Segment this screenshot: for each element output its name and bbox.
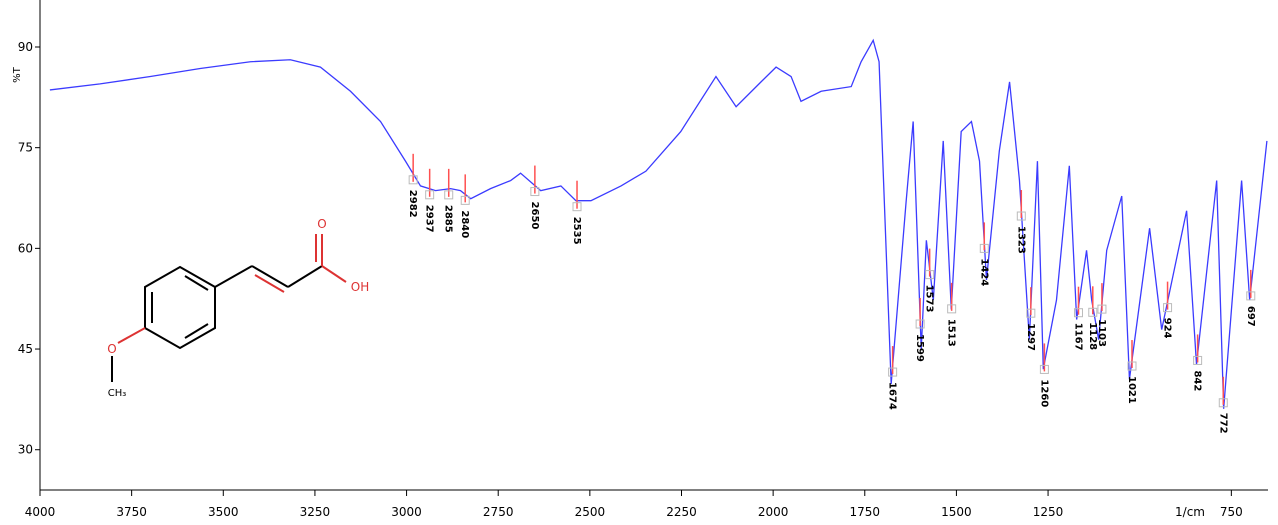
peak-label: 2982 <box>407 190 418 218</box>
peak-box <box>947 304 957 314</box>
peak-box <box>888 367 898 377</box>
peak-box <box>1097 304 1107 314</box>
peak-label: 2650 <box>529 202 540 230</box>
peak-box <box>1163 303 1173 313</box>
x-tick-label: 3750 <box>116 505 147 519</box>
peak-box <box>1246 291 1256 301</box>
peak-box <box>460 195 470 205</box>
peak-box <box>1218 398 1228 408</box>
peak-label: 1128 <box>1087 322 1098 350</box>
peak-box <box>1193 355 1203 365</box>
x-tick-label: 1500 <box>941 505 972 519</box>
spectrum-line <box>49 38 1268 409</box>
x-axis-label: 1/cm <box>1175 505 1205 519</box>
peak-box <box>408 175 418 185</box>
atom-label: O <box>107 342 116 356</box>
peak-box <box>979 243 989 253</box>
peak-label: 1021 <box>1126 376 1137 404</box>
peak-box <box>1016 211 1026 221</box>
atom-label: O <box>317 217 326 231</box>
x-tick-label: 750 <box>1220 505 1243 519</box>
peak-label: 2885 <box>443 205 454 233</box>
peak-label: 842 <box>1192 370 1203 391</box>
peak-box <box>1073 308 1083 318</box>
peak-label: 2535 <box>571 217 582 245</box>
peak-label: 1674 <box>887 382 898 410</box>
x-tick-label: 3250 <box>300 505 331 519</box>
x-tick-label: 2500 <box>575 505 606 519</box>
peak-label: 1297 <box>1025 323 1036 351</box>
y-tick-label: 75 <box>18 141 33 155</box>
y-tick-label: 45 <box>18 342 33 356</box>
peak-box <box>425 190 435 200</box>
peak-label: 1573 <box>924 285 935 313</box>
peak-label: 772 <box>1217 413 1228 434</box>
y-tick-label: 60 <box>18 241 33 255</box>
peak-box <box>1039 364 1049 374</box>
x-tick-label: 2000 <box>758 505 789 519</box>
peak-label: 2937 <box>424 205 435 233</box>
peak-label: 1260 <box>1038 379 1049 407</box>
x-tick-label: 4000 <box>25 505 56 519</box>
peak-box <box>530 187 540 197</box>
x-tick-label: 1750 <box>850 505 881 519</box>
x-tick-label: 2750 <box>483 505 514 519</box>
peak-label: 1103 <box>1096 319 1107 347</box>
peak-label: 697 <box>1245 306 1256 327</box>
peak-box <box>1127 361 1137 371</box>
peak-label: 1424 <box>978 258 989 286</box>
peak-label: 1323 <box>1015 226 1026 254</box>
y-tick-label: 30 <box>18 443 33 457</box>
molecule <box>111 234 347 382</box>
y-axis-label: %T <box>12 66 23 83</box>
peak-box <box>915 319 925 329</box>
peak-box <box>572 202 582 212</box>
x-tick-label: 3500 <box>208 505 239 519</box>
peak-label: 1167 <box>1072 323 1083 351</box>
y-tick-label: 90 <box>18 40 33 54</box>
peak-box <box>1026 308 1036 318</box>
x-tick-label: 3000 <box>391 505 422 519</box>
x-tick-label: 1250 <box>1033 505 1064 519</box>
peak-label: 1513 <box>946 319 957 347</box>
x-tick-label: 2250 <box>666 505 697 519</box>
peak-box <box>1088 307 1098 317</box>
atom-label: CH₃ <box>108 388 127 399</box>
peak-box <box>925 270 935 280</box>
atom-label: OH <box>351 280 369 294</box>
peak-box <box>444 190 454 200</box>
peak-label: 924 <box>1162 318 1173 339</box>
peak-label: 2840 <box>459 210 470 238</box>
peak-label: 1599 <box>914 334 925 362</box>
